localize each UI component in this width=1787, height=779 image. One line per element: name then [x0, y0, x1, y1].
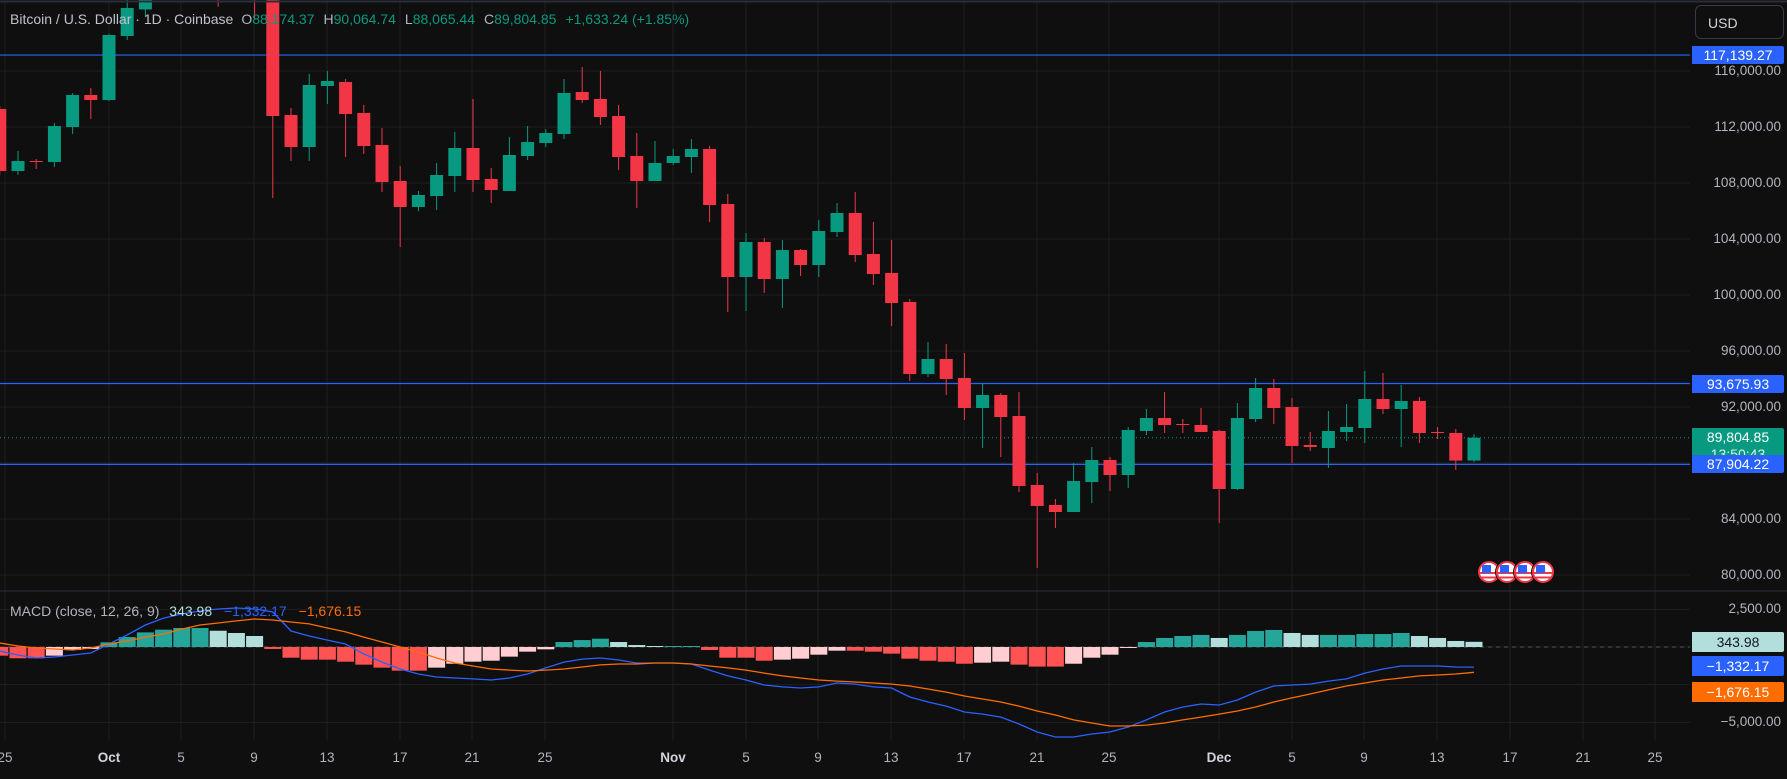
- time-label-day: 21: [1575, 750, 1591, 765]
- candlestick-series: [0, 0, 1481, 568]
- close-value: 89,804.85: [494, 11, 557, 27]
- time-label-month: Dec: [1206, 750, 1232, 765]
- time-label-day: 9: [1360, 750, 1368, 765]
- time-label-month: Nov: [660, 750, 686, 765]
- macd-tick-label: 2,500.00: [1728, 601, 1781, 617]
- time-label-day: 5: [177, 750, 185, 765]
- time-label-day: 13: [319, 750, 335, 765]
- time-label-day: 21: [1029, 750, 1045, 765]
- macd-pane: [0, 607, 1690, 738]
- price-tag-117139: 117,139.27: [1692, 46, 1784, 65]
- symbol-title[interactable]: Bitcoin / U.S. Dollar · 1D · Coinbase: [10, 11, 234, 27]
- low-value: 88,065.44: [412, 11, 476, 27]
- macd-histogram-value: 343.98: [169, 603, 213, 619]
- close-label: C: [484, 11, 495, 27]
- price-tick-label: 112,000.00: [1714, 119, 1781, 134]
- time-label-day: 21: [464, 750, 480, 765]
- price-tick-label: 100,000.00: [1713, 287, 1781, 302]
- time-label-day: 25: [1647, 750, 1663, 765]
- time-label-day: 13: [883, 750, 899, 765]
- price-tick-label: 84,000.00: [1720, 511, 1781, 526]
- price-tick-label: 116,000.00: [1714, 63, 1781, 78]
- us-flag-icon[interactable]: [1532, 561, 1554, 583]
- price-tag-93675: 93,675.93: [1692, 374, 1784, 393]
- time-label-day: 5: [742, 750, 750, 765]
- time-label-day: 9: [250, 750, 258, 765]
- time-label-day: 17: [956, 750, 972, 765]
- macd-line-tag: −1,332.17: [1692, 656, 1784, 677]
- pane-separators: [0, 0, 1787, 592]
- open-label: O: [241, 11, 253, 27]
- macd-histogram-tag: 343.98: [1692, 631, 1784, 652]
- high-value: 90,064.74: [333, 11, 396, 27]
- time-label-month: Oct: [97, 750, 121, 765]
- macd-tick-label: −5,000.00: [1720, 714, 1781, 730]
- last-price-value: 89,804.85: [1706, 428, 1770, 445]
- macd-line-value: −1,332.17: [224, 603, 287, 619]
- grid-lines: [0, 0, 1690, 740]
- price-tick-label: 104,000.00: [1713, 231, 1781, 246]
- price-tick-label: 96,000.00: [1720, 343, 1781, 358]
- change-value: +1,633.24 (+1.85%): [565, 11, 690, 27]
- low-label: L: [404, 11, 413, 27]
- time-label-day: 25: [537, 750, 553, 765]
- macd-signal-tag: −1,676.15: [1692, 682, 1784, 703]
- horizontal-price-lines[interactable]: [0, 54, 1690, 465]
- price-tag-87904: 87,904.22: [1692, 455, 1784, 474]
- time-label-day: 9: [814, 750, 822, 765]
- time-label-day: 17: [1502, 750, 1518, 765]
- time-label-day: 5: [1288, 750, 1296, 765]
- price-tick-label: 92,000.00: [1720, 399, 1781, 414]
- time-label-day: 25: [1101, 750, 1117, 765]
- high-label: H: [323, 11, 334, 27]
- time-label-day: 17: [392, 750, 408, 765]
- open-value: 88,174.37: [252, 11, 315, 27]
- macd-signal-value: −1,676.15: [298, 603, 362, 619]
- currency-button[interactable]: USD: [1695, 5, 1784, 39]
- economic-events[interactable]: [1478, 561, 1554, 583]
- price-tick-label: 108,000.00: [1713, 175, 1781, 190]
- macd-title: MACD (close, 12, 26, 9): [10, 603, 160, 619]
- time-label-day: 25: [0, 750, 13, 765]
- macd-legend[interactable]: MACD (close, 12, 26, 9) 343.98 −1,332.17…: [10, 603, 361, 619]
- time-label-day: 13: [1429, 750, 1445, 765]
- price-tick-label: 80,000.00: [1720, 567, 1781, 582]
